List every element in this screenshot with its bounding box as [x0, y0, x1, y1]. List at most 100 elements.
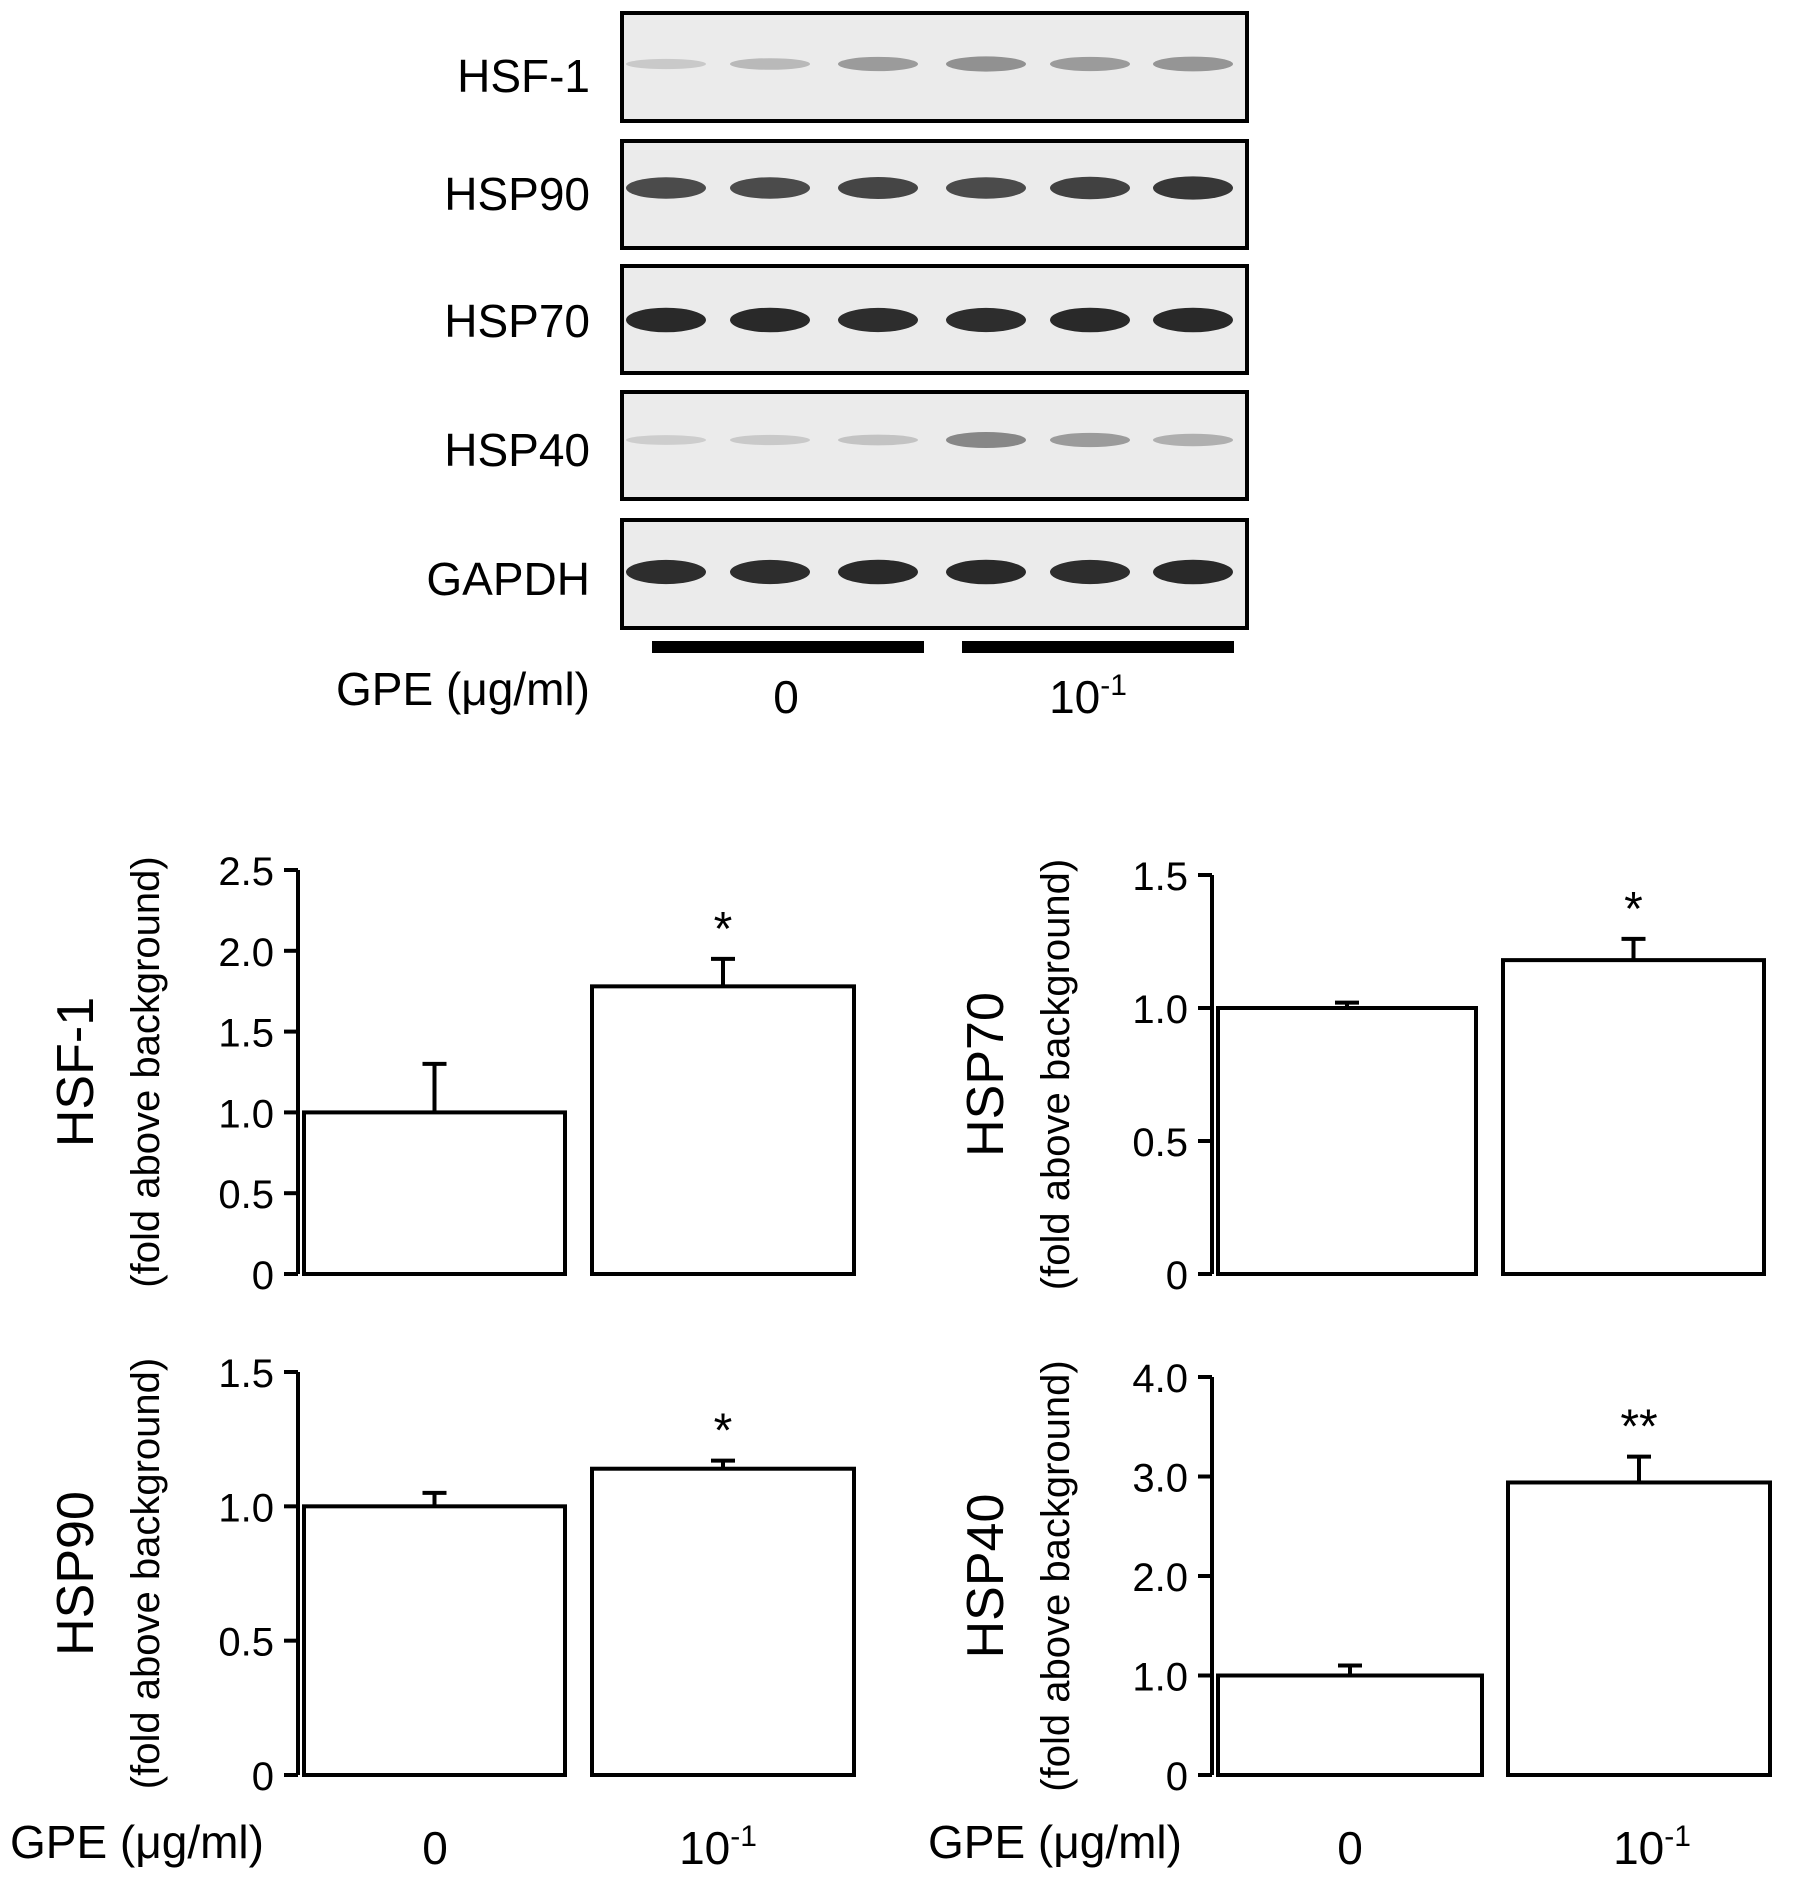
chart-hsp70: 0 0.5 1.0 1.5 * HSP70 (fold above background) [957, 855, 1766, 1298]
blot-band [946, 559, 1026, 585]
y-axis-subtitle: (fold above background) [124, 856, 168, 1287]
x-axis-labels: GPE (μg/ml) 0 10-1 GPE (μg/ml) 0 10-1 [10, 1816, 1691, 1874]
y-tick-label: 4.0 [1132, 1357, 1188, 1401]
chart-hsf1: 0 0.5 1.0 1.5 2.0 2.5 * HSF-1 (fold above backgr… [47, 850, 856, 1298]
significance-marker: * [1624, 883, 1643, 936]
blot-band [626, 435, 706, 445]
y-tick-label: 0.5 [218, 1621, 274, 1665]
blot-band [626, 177, 706, 199]
blot-band [838, 56, 918, 72]
blot-band [1153, 559, 1233, 585]
bar [302, 1504, 567, 1778]
significance-marker: * [714, 1405, 733, 1458]
blot-treatment-label: GPE (μg/ml) [336, 663, 590, 715]
chart-hsp90: 0 0.5 1.0 1.5 * HSP90 (fold above background) [47, 1352, 856, 1799]
blot-band [946, 177, 1026, 199]
y-axis-title: HSP40 [957, 1494, 1015, 1659]
bar [1501, 958, 1766, 1276]
blot-band [1050, 176, 1130, 200]
x-tick-label: 10-1 [1613, 1820, 1691, 1874]
blot-band [1153, 56, 1233, 72]
bar [590, 984, 856, 1276]
blot-row-hsp90: HSP90 [444, 139, 1249, 250]
bar [302, 1110, 567, 1277]
y-tick-label: 1.0 [1132, 988, 1188, 1032]
blot-row-label: HSP90 [444, 168, 590, 220]
blot-band [838, 559, 918, 585]
y-tick-label: 0 [1166, 1254, 1188, 1298]
blot-group-label-control: 0 [773, 671, 799, 723]
blot-strip [620, 518, 1249, 630]
y-tick-label: 1.5 [218, 1352, 274, 1396]
blot-band [946, 307, 1026, 333]
blot-row-hsp70: HSP70 [444, 264, 1249, 375]
blot-row-label: HSP40 [444, 424, 590, 476]
x-axis-title-left: GPE (μg/ml) [10, 1816, 264, 1868]
y-tick-label: 0.5 [1132, 1121, 1188, 1165]
chart-hsp40: 0 1.0 2.0 3.0 4.0 ** HSP40 (fold above backgrou… [957, 1357, 1772, 1799]
blot-band [730, 434, 810, 446]
x-axis-title-right: GPE (μg/ml) [928, 1816, 1182, 1868]
blot-band [1153, 433, 1233, 447]
western-blot: HSF-1 HSP90 HSP70 HSP40 GAPDH GPE (μg/ml… [336, 11, 1249, 723]
blot-band [838, 307, 918, 333]
y-axis-title: HSP90 [47, 1491, 105, 1656]
blot-band [838, 176, 918, 200]
blot-group-label-treated: 10-1 [1049, 669, 1127, 723]
y-axis-subtitle: (fold above background) [124, 1358, 168, 1789]
blot-band [1153, 307, 1233, 333]
y-tick-label: 1.5 [218, 1012, 274, 1056]
blot-row-hsf1: HSF-1 [457, 11, 1249, 123]
y-tick-label: 2.5 [218, 850, 274, 894]
blot-strip [620, 139, 1249, 250]
blot-row-gapdh: GAPDH [426, 518, 1249, 630]
blot-row-label: GAPDH [426, 553, 590, 605]
blot-band [626, 307, 706, 333]
group-bar-control [652, 641, 924, 653]
bar [1216, 1006, 1478, 1276]
significance-marker: * [714, 903, 733, 956]
bar-charts: 0 0.5 1.0 1.5 2.0 2.5 * HSF-1 (fold above backgr… [47, 850, 1772, 1799]
significance-marker: ** [1620, 1401, 1657, 1454]
y-axis-title: HSP70 [957, 992, 1015, 1157]
y-tick-label: 0 [252, 1254, 274, 1298]
bar [590, 1466, 856, 1777]
x-tick-label: 0 [422, 1822, 448, 1874]
blot-band [730, 58, 810, 70]
blot-band [1050, 307, 1130, 333]
blot-strip [620, 390, 1249, 501]
y-tick-label: 1.5 [1132, 855, 1188, 899]
group-bar-treated [962, 641, 1234, 653]
blot-row-label: HSP70 [444, 295, 590, 347]
blot-band [1050, 432, 1130, 448]
blot-band [626, 559, 706, 585]
blot-strip [620, 11, 1249, 123]
y-axis-subtitle: (fold above background) [1034, 1360, 1078, 1791]
y-tick-label: 1.0 [1132, 1656, 1188, 1700]
y-tick-label: 0 [1166, 1755, 1188, 1799]
bar [1216, 1673, 1484, 1777]
blot-strip [620, 264, 1249, 375]
blot-band [626, 58, 706, 70]
blot-band [730, 307, 810, 333]
blot-band [730, 177, 810, 199]
blot-band [946, 56, 1026, 72]
x-tick-label: 0 [1337, 1822, 1363, 1874]
blot-band [1050, 56, 1130, 72]
y-tick-label: 2.0 [1132, 1556, 1188, 1600]
bar [1506, 1480, 1772, 1777]
blot-band [730, 559, 810, 585]
blot-row-label: HSF-1 [457, 50, 590, 102]
y-axis-title: HSF-1 [47, 997, 105, 1147]
y-tick-label: 1.0 [218, 1486, 274, 1530]
blot-band [1153, 176, 1233, 200]
y-tick-label: 3.0 [1132, 1457, 1188, 1501]
y-axis-subtitle: (fold above background) [1034, 859, 1078, 1290]
blot-band [946, 431, 1026, 449]
y-tick-label: 0 [252, 1755, 274, 1799]
y-tick-label: 0.5 [218, 1173, 274, 1217]
x-tick-label: 10-1 [679, 1820, 757, 1874]
y-tick-label: 2.0 [218, 931, 274, 975]
blot-row-hsp40: HSP40 [444, 390, 1249, 501]
